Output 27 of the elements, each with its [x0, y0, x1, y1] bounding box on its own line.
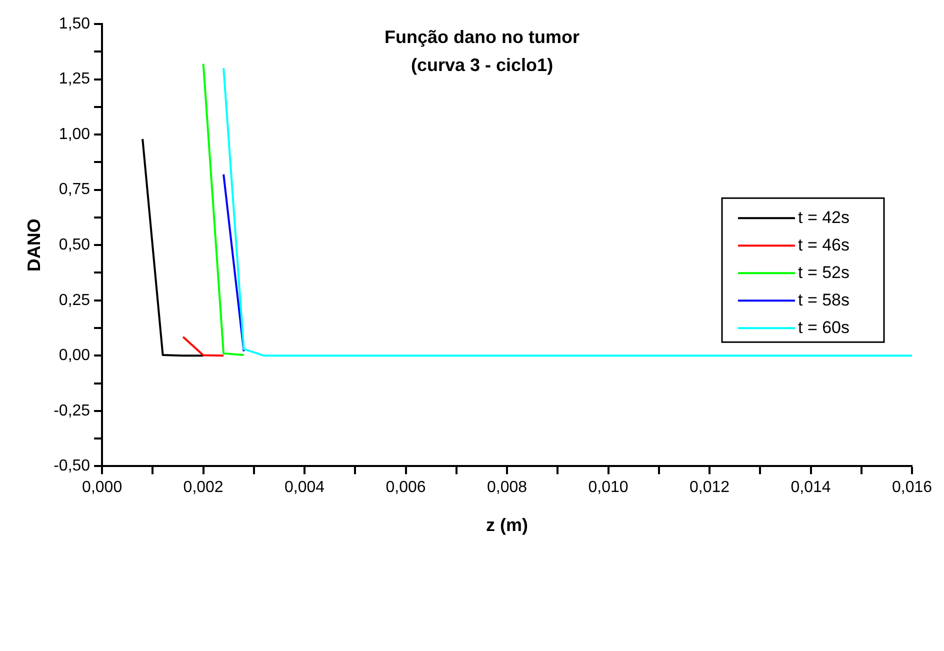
legend-label: t = 46s [798, 235, 850, 254]
x-tick-label: 0,014 [790, 479, 831, 496]
y-tick-label: 0,00 [58, 347, 90, 364]
y-tick-label: -0,50 [54, 458, 90, 475]
y-tick-label: 0,25 [58, 292, 90, 309]
legend-label: t = 60s [798, 318, 850, 337]
y-tick-label: -0,25 [54, 402, 90, 420]
y-tick-label: 0,50 [58, 236, 90, 254]
chart-title: Função dano no tumor [384, 26, 580, 47]
y-tick-label: 1,00 [58, 126, 90, 143]
x-tick-label: 0,010 [588, 479, 628, 496]
x-tick-label: 0,002 [183, 479, 224, 496]
y-tick-label: 0,75 [58, 181, 90, 198]
y-tick-label: 1,25 [58, 70, 90, 88]
legend-label: t = 58s [798, 290, 850, 310]
x-tick-label: 0,006 [386, 479, 426, 496]
x-tick-label: 0,016 [892, 479, 932, 496]
x-tick-label: 0,008 [487, 479, 528, 496]
text: (curva 3 - ciclo1) [411, 54, 554, 75]
y-axis-title: DANO [24, 218, 44, 272]
legend-label: t = 42s [798, 208, 850, 227]
x-tick-label: 0,012 [689, 479, 730, 496]
x-tick-label: 0,000 [82, 479, 122, 496]
y-tick-label: 1,50 [58, 15, 90, 32]
legend-label: t = 52s [798, 262, 850, 282]
x-tick-label: 0,004 [284, 479, 325, 496]
x-axis-title: z (m) [486, 515, 528, 536]
